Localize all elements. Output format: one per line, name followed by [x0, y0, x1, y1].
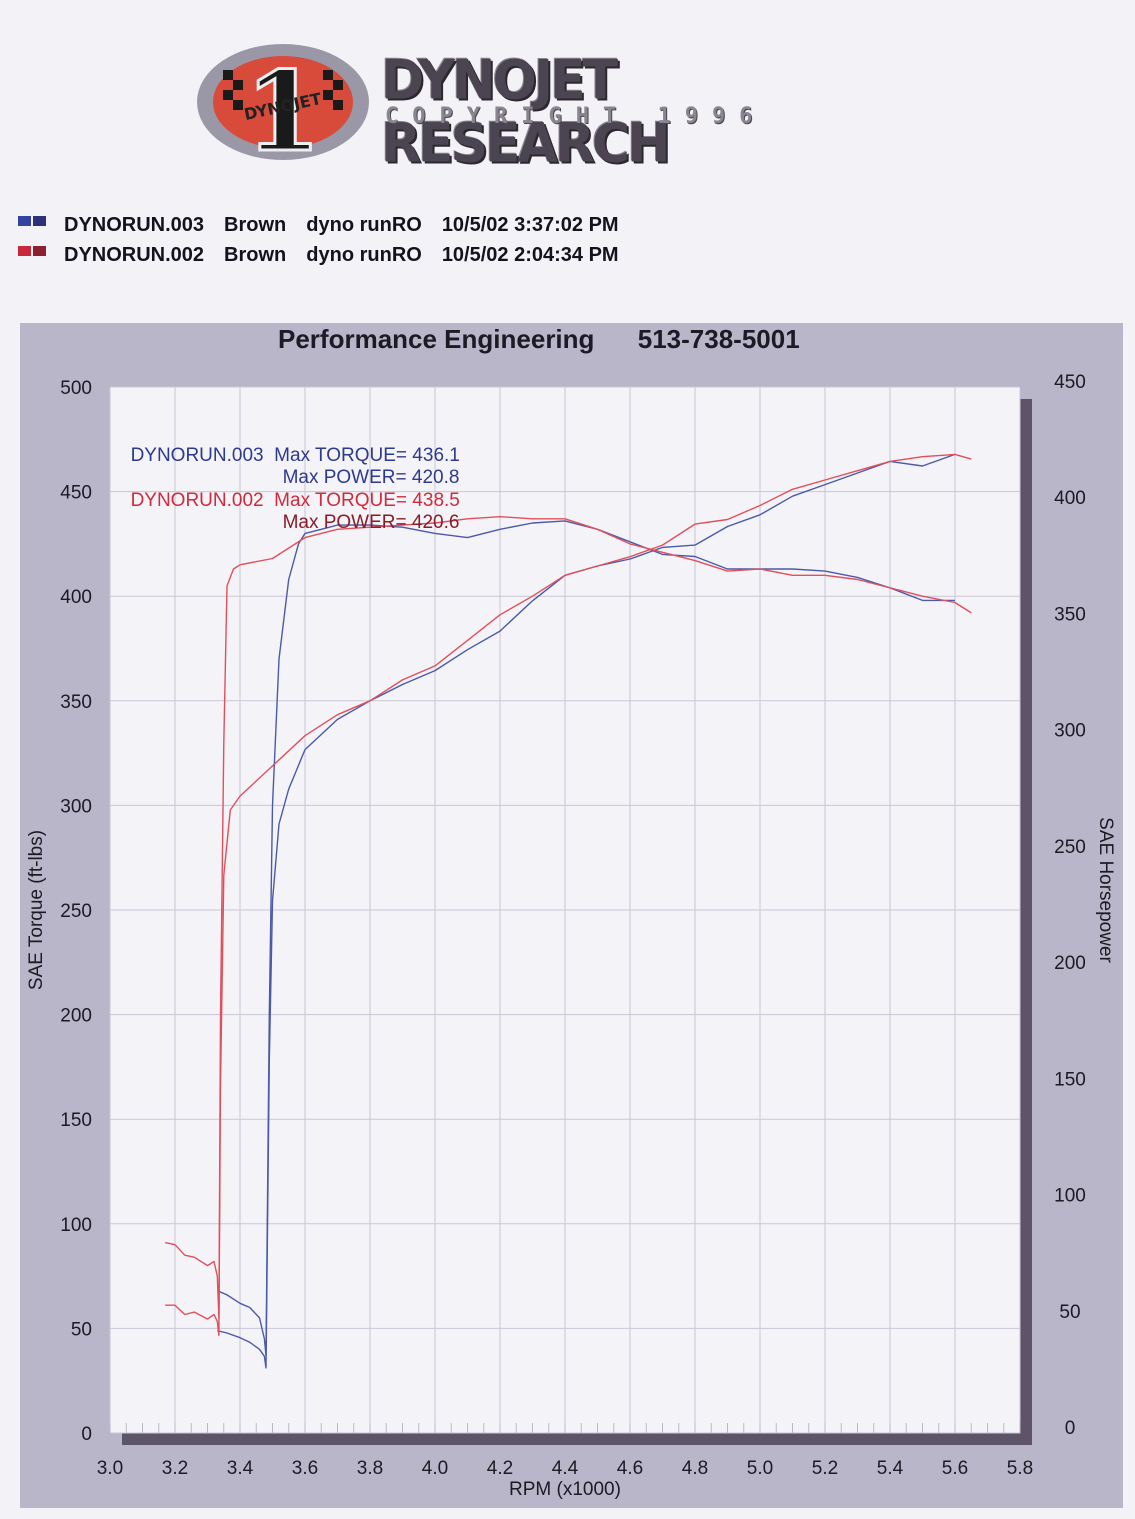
x-tick-label: 3.0	[97, 1458, 123, 1479]
run-timestamp: 10/5/02 3:37:02 PM	[441, 213, 619, 236]
dynojet-logo: 1 DYNOJET DYNOJET RESEARCH COPYRIGHT 199…	[193, 40, 893, 175]
y-tick-label: 350	[60, 692, 92, 713]
x-tick-label: 5.2	[812, 1458, 838, 1479]
run-color-swatch-blue	[18, 216, 46, 226]
run-name: Brown	[224, 243, 287, 266]
y-tick-label: 0	[81, 1424, 92, 1445]
annotation-run: DYNORUN.003	[130, 445, 264, 466]
y2-tick-label: 350	[1054, 604, 1086, 625]
x-tick-label: 3.6	[292, 1458, 318, 1479]
x-tick-label: 5.0	[747, 1458, 773, 1479]
brand-copyright: COPYRIGHT 1996	[385, 104, 767, 129]
svg-text:1: 1	[245, 47, 322, 165]
y2-tick-label: 50	[1059, 1302, 1080, 1323]
annotation-torque: Max TORQUE= 438.5	[274, 490, 460, 511]
x-tick-label: 5.4	[877, 1458, 904, 1479]
y-axis-label: SAE Torque (ft-lbs)	[26, 830, 47, 990]
x-tick-label: 3.8	[357, 1458, 383, 1479]
annotation-002-torque: DYNORUN.002 Max TORQUE= 438.5	[120, 468, 460, 512]
y-tick-label: 50	[71, 1319, 92, 1340]
series-line	[165, 516, 972, 1319]
annotation-run: DYNORUN.002	[130, 490, 264, 511]
run-file: DYNORUN.003	[64, 213, 205, 236]
annotation-power: Max POWER= 420.6	[282, 512, 460, 533]
dynojet-badge-icon: 1 DYNOJET	[197, 44, 369, 165]
run-row-003: DYNORUN.003 Brown dyno runRO 10/5/02 3:3…	[18, 210, 619, 240]
run-name: Brown	[224, 213, 287, 236]
chart-title: Performance Engineering 513-738-5001	[278, 324, 800, 354]
y2-tick-label: 250	[1054, 837, 1086, 858]
series-line	[217, 520, 955, 1357]
y-tick-label: 200	[60, 1006, 92, 1027]
x-tick-label: 5.6	[942, 1458, 968, 1479]
y2-tick-label: 300	[1054, 721, 1086, 742]
x-axis-label: RPM (x1000)	[509, 1479, 621, 1500]
y-tick-label: 450	[60, 483, 92, 504]
run-color-swatch-red	[18, 246, 46, 256]
x-tick-label: 4.0	[422, 1458, 448, 1479]
x-tick-label: 3.4	[227, 1458, 254, 1479]
y2-tick-label: 150	[1054, 1069, 1086, 1090]
y2-axis-label: SAE Horsepower	[1095, 817, 1116, 963]
y-tick-label: 100	[60, 1215, 92, 1236]
x-tick-label: 3.2	[162, 1458, 188, 1479]
series-line	[165, 453, 972, 1337]
run-desc: dyno runRO	[306, 213, 422, 236]
x-tick-label: 4.6	[617, 1458, 643, 1479]
annotation-002-power: Max POWER= 420.6	[272, 490, 460, 534]
y-tick-label: 400	[60, 587, 92, 608]
x-tick-label: 5.8	[1007, 1458, 1033, 1479]
y-tick-label: 500	[60, 378, 92, 399]
annotation-003-power: Max POWER= 420.8	[272, 445, 460, 489]
y2-tick-label: 200	[1054, 953, 1086, 974]
annotation-003-torque: DYNORUN.003 Max TORQUE= 436.1	[120, 423, 460, 467]
y2-tick-label: 0	[1065, 1418, 1076, 1439]
run-desc: dyno runRO	[306, 243, 422, 266]
y2-tick-label: 400	[1054, 488, 1086, 509]
y-tick-label: 300	[60, 796, 92, 817]
y-tick-label: 150	[60, 1110, 92, 1131]
x-tick-label: 4.8	[682, 1458, 708, 1479]
y2-tick-label: 100	[1054, 1186, 1086, 1207]
y2-tick-label: 450	[1054, 372, 1086, 393]
x-tick-label: 4.4	[552, 1458, 579, 1479]
brand-title: DYNOJET RESEARCH	[381, 49, 671, 175]
series-line	[217, 453, 956, 1369]
run-row-002: DYNORUN.002 Brown dyno runRO 10/5/02 2:0…	[18, 240, 619, 270]
x-tick-label: 4.2	[487, 1458, 513, 1479]
run-timestamp: 10/5/02 2:04:34 PM	[441, 243, 619, 266]
y-tick-label: 250	[60, 901, 92, 922]
run-legend: DYNORUN.003 Brown dyno runRO 10/5/02 3:3…	[18, 210, 619, 270]
annotation-torque: Max TORQUE= 436.1	[274, 445, 460, 466]
annotation-power: Max POWER= 420.8	[282, 467, 460, 488]
run-file: DYNORUN.002	[64, 243, 205, 266]
